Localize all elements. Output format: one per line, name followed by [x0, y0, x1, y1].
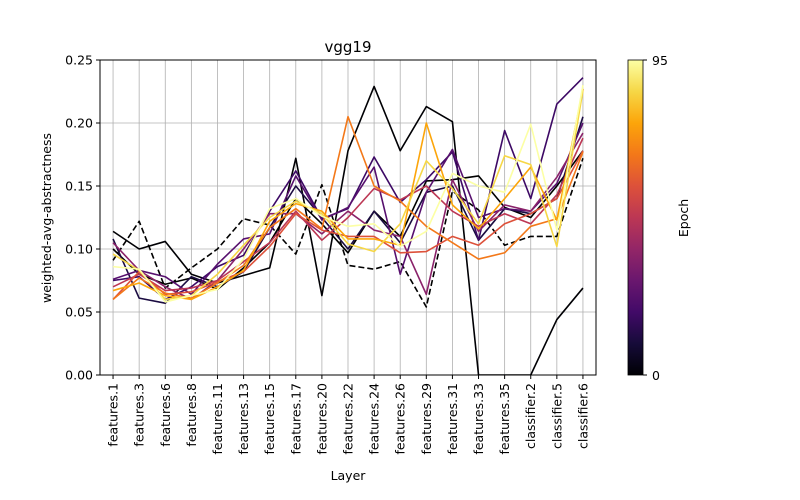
x-tick-label: features.8 [184, 383, 199, 447]
x-tick-label: features.11 [210, 383, 225, 455]
x-axis-label: Layer [331, 468, 367, 483]
x-axis-ticks: features.1 features.3 features.6 features.8… [106, 375, 590, 455]
series-line-epoch-2 [112, 158, 584, 308]
series-line-epoch-95 [112, 85, 584, 303]
x-tick-label: classifier.5 [549, 383, 564, 449]
series-line-epoch-0 [112, 85, 584, 375]
x-tick-label: features.6 [158, 383, 173, 447]
x-tick-label: features.13 [236, 383, 251, 455]
y-tick-label: 0.15 [65, 179, 93, 194]
x-tick-label: features.24 [367, 383, 382, 455]
series-line-epoch-60 [112, 150, 584, 300]
y-tick-label: 0.10 [65, 242, 93, 257]
y-axis-label: weighted-avg-abstractness [39, 133, 54, 303]
y-tick-label: 0.00 [65, 368, 93, 383]
colorbar-label: Epoch [676, 199, 691, 237]
x-tick-label: features.20 [314, 383, 329, 455]
x-tick-label: features.17 [288, 383, 303, 455]
y-axis-ticks: 0.00 0.05 0.10 0.15 0.20 0.25 [65, 53, 100, 383]
series-line-epoch-20 [112, 77, 584, 301]
chart-title: vgg19 [324, 38, 371, 56]
x-tick-label: features.1 [106, 383, 121, 447]
series-line-epoch-5 [112, 150, 584, 291]
x-tick-label: classifier.2 [523, 383, 538, 449]
x-tick-label: features.26 [393, 383, 408, 455]
y-tick-label: 0.20 [65, 116, 93, 131]
x-tick-label: features.33 [471, 383, 486, 455]
series-line-epoch-80 [112, 88, 584, 301]
y-tick-label: 0.05 [65, 305, 93, 320]
series-line-epoch-50 [112, 137, 584, 292]
x-tick-label: classifier.6 [575, 383, 590, 449]
x-tick-label: features.35 [497, 383, 512, 455]
x-tick-label: features.3 [132, 383, 147, 447]
x-tick-label: features.22 [341, 383, 356, 455]
colorbar-gradient [627, 59, 644, 376]
x-tick-label: features.15 [262, 383, 277, 455]
colorbar: 95 0 Epoch [627, 53, 691, 383]
series-lines [112, 77, 584, 375]
colorbar-min-label: 0 [652, 368, 660, 383]
series-line-epoch-30 [112, 122, 584, 296]
y-tick-label: 0.25 [65, 53, 93, 68]
colorbar-max-label: 95 [652, 53, 668, 68]
x-tick-label: features.31 [445, 383, 460, 455]
series-line-epoch-70 [112, 115, 584, 301]
x-tick-label: features.29 [419, 383, 434, 455]
